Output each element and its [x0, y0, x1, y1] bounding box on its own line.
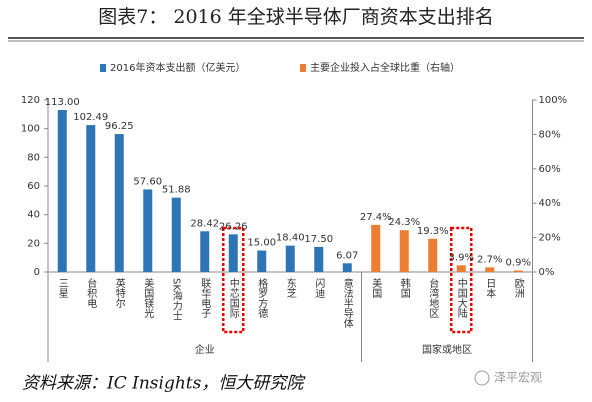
bar [114, 134, 124, 272]
value-label: 51.88 [162, 185, 191, 196]
bar [428, 238, 438, 272]
bar [342, 263, 352, 272]
x-tick-label: 韩国 [398, 277, 410, 299]
x-tick-label: 中国大陆 [455, 277, 467, 319]
y-tick-label: 20 [27, 238, 40, 249]
watermark: 泽平宏观 [494, 370, 542, 385]
x-tick-label: 东芝 [284, 277, 296, 299]
y2-tick-label: 40% [539, 198, 561, 209]
source-note: 资料来源：IC Insights，恒大研究院 [22, 374, 306, 394]
value-label: 2.7% [477, 254, 502, 265]
bar [200, 231, 210, 272]
legend-swatch [300, 64, 306, 72]
y2-tick-label: 0% [539, 267, 555, 278]
bar [456, 265, 466, 272]
x-tick-label: 联华电子 [199, 278, 211, 318]
value-label: 18.40 [276, 233, 305, 244]
x-tick-label: 英特尔 [113, 277, 125, 308]
legend-swatch [100, 64, 106, 72]
y2-tick-label: 60% [539, 164, 561, 175]
value-label: 3.9% [449, 252, 474, 263]
value-label: 15.00 [247, 238, 276, 249]
bar [285, 245, 295, 272]
value-label: 6.07 [336, 250, 358, 261]
bar [513, 270, 523, 272]
y-tick-label: 40 [27, 210, 40, 221]
value-label: 102.49 [73, 112, 108, 123]
value-label: 26.26 [219, 221, 248, 232]
y-tick-label: 120 [21, 95, 40, 106]
value-label: 27.4% [360, 212, 392, 223]
x-tick-label: 台湾地区 [427, 277, 439, 318]
y2-tick-label: 100% [539, 95, 568, 106]
value-label: 57.60 [133, 176, 162, 187]
y2-tick-label: 80% [539, 129, 561, 140]
group-label: 国家或地区 [422, 343, 472, 356]
x-tick-label: 闪迪 [313, 277, 325, 299]
bar [371, 224, 381, 272]
x-tick-label: 美国镁光 [142, 277, 154, 319]
y-tick-label: 80 [27, 152, 40, 163]
x-tick-label: 意法半导体 [341, 277, 353, 329]
watermark-icon [474, 370, 490, 386]
value-label: 28.42 [190, 218, 219, 229]
value-label: 24.3% [388, 217, 420, 228]
x-tick-label: 台积电 [85, 277, 97, 308]
highlight-box [222, 226, 245, 334]
bar [485, 267, 495, 272]
legend-label: 2016年资本支出额（亿美元） [110, 61, 245, 74]
x-tick-label: 中芯国际 [227, 277, 239, 319]
x-tick-label: 美国 [370, 277, 382, 299]
legend-label: 主要企业投入占全球比重（右轴） [310, 61, 460, 74]
value-label: 19.3% [417, 226, 449, 237]
x-tick-label: SK海力士 [170, 278, 182, 321]
value-label: 96.25 [105, 121, 134, 132]
bar [314, 246, 324, 272]
chart-title: 图表7： 2016 年全球半导体厂商资本支出排名 [98, 6, 494, 28]
bar [399, 230, 409, 272]
bar [171, 197, 181, 272]
highlight-box [450, 226, 473, 334]
bar [257, 250, 267, 272]
y-tick-label: 0 [34, 267, 40, 278]
bar [57, 110, 67, 273]
value-label: 17.50 [304, 234, 333, 245]
x-tick-label: 欧洲 [512, 278, 524, 298]
x-tick-label: 格罗方德 [256, 277, 268, 319]
value-label: 0.9% [506, 257, 531, 268]
group-label: 企业 [195, 343, 215, 356]
y2-tick-label: 20% [539, 233, 561, 244]
x-tick-label: 三星 [56, 278, 68, 298]
bar [143, 189, 153, 272]
bar [228, 234, 238, 272]
y-tick-label: 60 [27, 181, 40, 192]
value-label: 113.00 [45, 97, 80, 108]
y-tick-label: 100 [21, 124, 40, 135]
x-tick-label: 日本 [484, 278, 496, 299]
bar [86, 125, 96, 273]
